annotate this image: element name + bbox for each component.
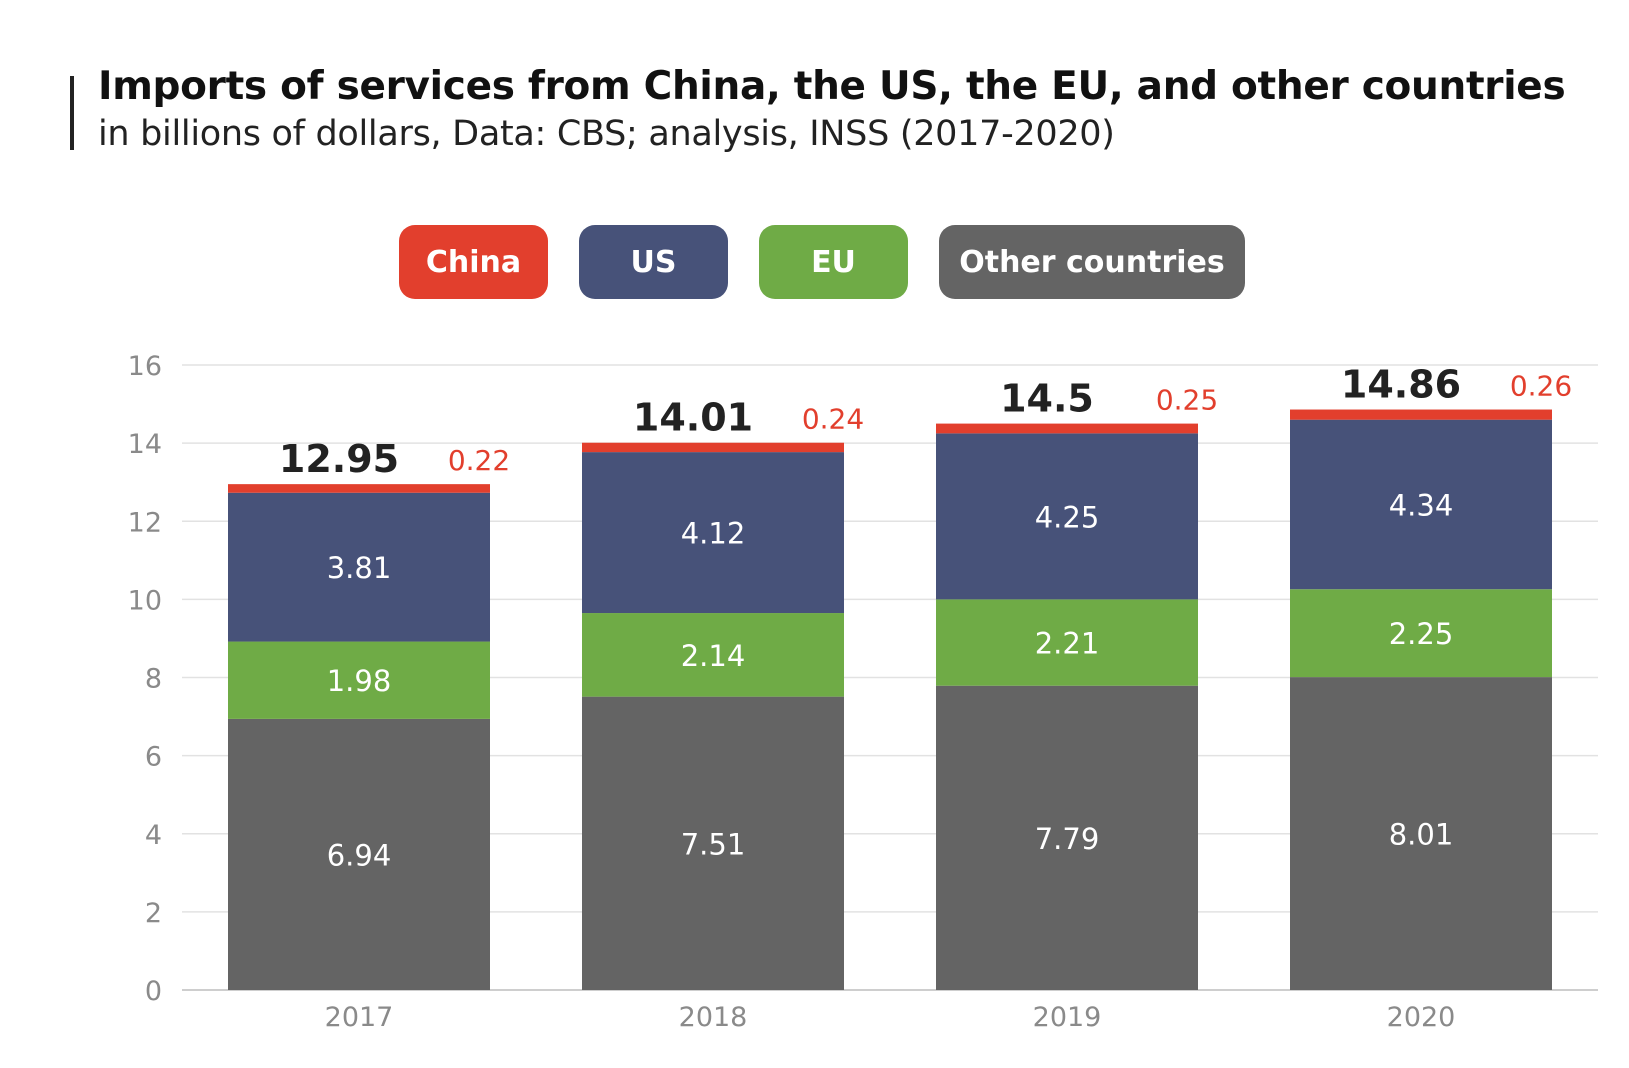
data-label-china: 0.24 (802, 403, 864, 436)
data-label: 4.25 (1035, 500, 1100, 534)
data-label: 4.34 (1389, 488, 1454, 522)
y-tick-label: 0 (145, 976, 162, 1007)
bar-eu (1290, 589, 1552, 678)
bar-us (582, 452, 844, 614)
x-tick-label: 2017 (325, 1002, 394, 1033)
bar-eu (582, 613, 844, 697)
chart-title: Imports of services from China, the US, … (98, 64, 1566, 109)
total-label: 14.86 (1341, 363, 1461, 407)
data-label: 7.51 (681, 827, 746, 861)
data-label-china: 0.25 (1156, 384, 1218, 417)
total-label: 12.95 (279, 437, 399, 481)
data-label: 6.94 (327, 838, 392, 872)
data-label: 4.12 (681, 517, 746, 551)
bar-eu (936, 599, 1198, 686)
bar-other-countries (582, 696, 844, 990)
total-label: 14.01 (633, 396, 753, 440)
bar-china (228, 484, 490, 493)
bar-china (936, 423, 1198, 434)
y-tick-label: 12 (128, 507, 162, 538)
total-label: 14.5 (1000, 377, 1094, 421)
data-label: 7.79 (1035, 822, 1100, 856)
y-tick-label: 10 (128, 585, 162, 616)
title-accent-bar (70, 76, 74, 150)
x-tick-label: 2020 (1387, 1002, 1456, 1033)
bar-us (936, 433, 1198, 600)
y-tick-label: 6 (145, 742, 162, 773)
y-tick-label: 14 (128, 429, 162, 460)
data-label: 3.81 (327, 551, 392, 585)
legend-other-countries: Other countries (939, 225, 1245, 299)
x-tick-label: 2019 (1033, 1002, 1102, 1033)
data-label: 1.98 (327, 664, 392, 698)
legend-china: China (399, 225, 548, 299)
y-tick-label: 8 (145, 664, 162, 695)
bar-other-countries (1290, 677, 1552, 990)
bar-us (228, 492, 490, 642)
bar-eu (228, 641, 490, 719)
y-tick-label: 16 (128, 351, 162, 382)
data-label-china: 0.26 (1510, 370, 1572, 403)
y-tick-label: 4 (145, 820, 162, 851)
bar-china (582, 442, 844, 453)
bar-other-countries (936, 685, 1198, 990)
chart-subtitle: in billions of dollars, Data: CBS; analy… (98, 114, 1115, 154)
bar-other-countries (228, 718, 490, 990)
data-label-china: 0.22 (448, 444, 510, 477)
data-label: 2.25 (1389, 617, 1454, 651)
data-label: 2.14 (681, 639, 746, 673)
bar-us (1290, 419, 1552, 590)
data-label: 8.01 (1389, 818, 1454, 852)
data-label: 2.21 (1035, 627, 1100, 661)
x-tick-label: 2018 (679, 1002, 748, 1033)
legend-eu: EU (759, 225, 908, 299)
bar-china (1290, 409, 1552, 420)
legend-us: US (579, 225, 728, 299)
y-tick-label: 2 (145, 898, 162, 929)
